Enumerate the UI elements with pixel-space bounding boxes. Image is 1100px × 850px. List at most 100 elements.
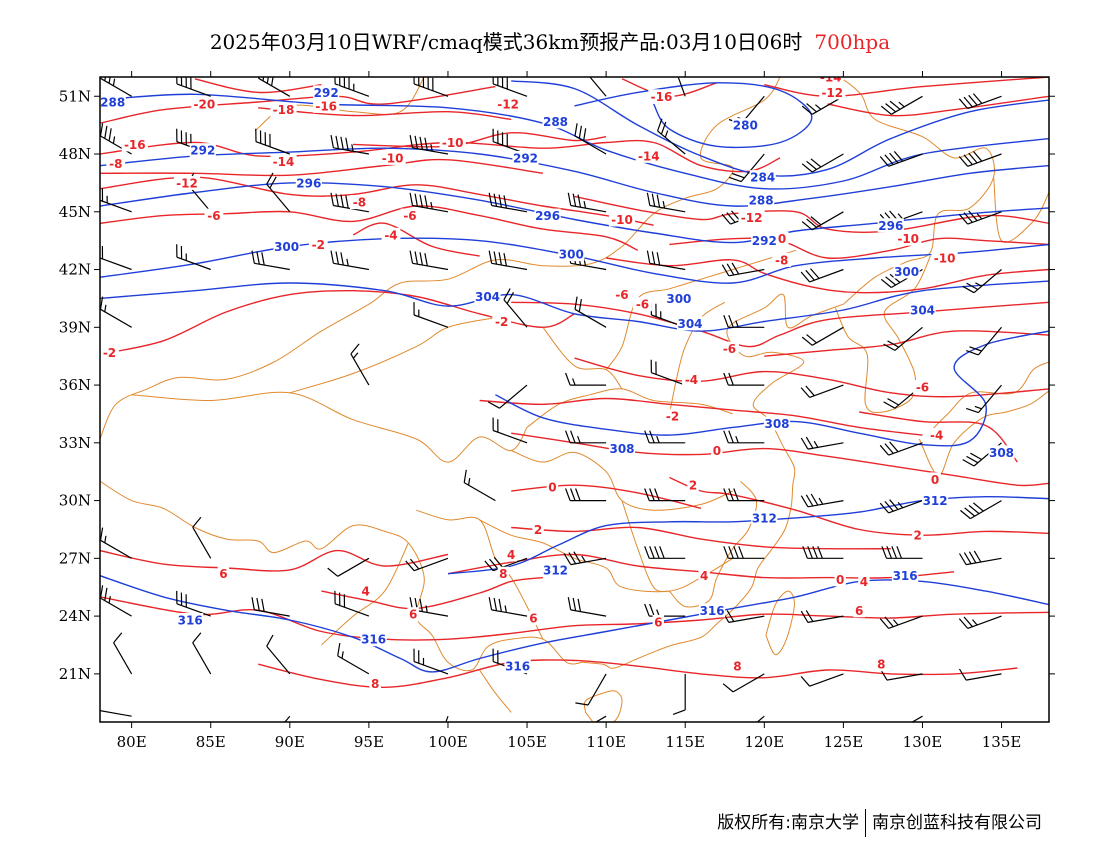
wind-barb	[575, 673, 607, 706]
contour-label: 8	[877, 658, 885, 672]
label-background	[731, 659, 744, 674]
label-background	[400, 208, 420, 223]
contour-label: 312	[543, 563, 568, 577]
contour-label: -10	[897, 232, 919, 246]
wind-barb	[802, 546, 844, 559]
contour-label: 316	[361, 633, 386, 647]
contour-label: 2	[914, 529, 922, 543]
wind-barb	[330, 134, 370, 155]
label-background	[189, 143, 216, 158]
wind-barb	[192, 632, 212, 675]
contour-label: 288	[749, 194, 774, 208]
wind-barb	[413, 648, 449, 675]
wind-barb	[801, 211, 844, 231]
wind-barb	[880, 95, 923, 115]
label-background	[922, 493, 949, 508]
boundary-south-border	[100, 480, 583, 672]
title-text: 2025年03月10日WRF/cmaq模式36km预报产品:03月10日06时	[209, 30, 803, 54]
wind-barb	[284, 715, 291, 722]
label-background	[497, 566, 509, 581]
label-background	[895, 231, 922, 246]
label-background	[893, 264, 920, 279]
label-background	[546, 480, 559, 495]
wind-barb	[723, 430, 765, 444]
contour-label: 292	[513, 151, 538, 165]
label-background	[834, 572, 846, 587]
x-tick-label: 130E	[903, 733, 943, 751]
wind-barb	[100, 585, 132, 617]
label-background	[191, 97, 218, 111]
wind-barb	[565, 430, 607, 444]
boundary-coast	[582, 293, 844, 669]
wind-barb	[251, 597, 290, 617]
label-background	[819, 85, 846, 100]
contour-label: -6	[207, 209, 220, 223]
wind-barb	[492, 77, 528, 97]
footer-separator	[865, 809, 866, 837]
contour-label: 300	[559, 248, 584, 262]
label-background	[817, 77, 844, 84]
contour-label: 288	[100, 96, 125, 110]
contour-label: 6	[855, 604, 863, 618]
label-background	[720, 341, 739, 356]
temperature-contour	[764, 77, 1049, 98]
label-background	[381, 227, 401, 242]
temperature-contour	[859, 411, 1018, 463]
temperature-contour	[574, 357, 1049, 398]
axes: 80E 85E 90E 95E 100E 105E 110E 115E 120E 125E 130E…	[59, 71, 1055, 751]
wind-barb	[409, 192, 449, 213]
wind-barb	[337, 643, 370, 675]
wind-barb	[958, 668, 1002, 681]
wind-barb	[958, 615, 1002, 629]
wind-barb	[176, 244, 211, 271]
temperature-contour	[606, 257, 1049, 294]
contour-label: -2	[312, 238, 325, 252]
wind-barb	[251, 250, 290, 271]
wind-barb	[958, 151, 1002, 167]
y-tick-label: 21N	[59, 665, 91, 683]
label-background	[505, 547, 517, 562]
wind-barb	[503, 288, 528, 328]
wind-barb	[646, 192, 686, 213]
contour-label: 316	[700, 604, 725, 618]
temperature-contour	[669, 476, 1049, 536]
temperature-contour	[479, 397, 923, 436]
label-background	[608, 441, 636, 456]
wind-barb	[881, 546, 923, 559]
boundary-province-4	[479, 519, 733, 593]
contour-label: 308	[609, 442, 634, 456]
height-contour	[100, 147, 1049, 207]
contour-label: 288	[543, 115, 568, 129]
contour-label: -12	[741, 211, 763, 225]
boundary-hainan	[583, 690, 623, 722]
label-background	[121, 137, 148, 152]
label-background	[763, 416, 791, 431]
wind-barb	[756, 715, 765, 722]
label-background	[100, 95, 126, 109]
wind-barb	[723, 372, 765, 386]
contour-label: 308	[764, 417, 789, 431]
wind-barb	[966, 326, 1002, 356]
boundary-province-8	[605, 249, 797, 370]
contour-label: -6	[615, 288, 628, 302]
wind-barb	[883, 326, 923, 351]
contour-label: 0	[836, 573, 844, 587]
contour-label: 2	[689, 479, 697, 493]
label-background	[270, 102, 297, 117]
label-background	[527, 611, 540, 625]
contour-label: 300	[666, 292, 691, 306]
wind-barb	[594, 715, 607, 722]
wind-barb	[644, 430, 686, 444]
label-background	[204, 208, 224, 223]
chart-title: 2025年03月10日WRF/cmaq模式36km预报产品:03月10日06时 7…	[0, 26, 1100, 55]
contour-label: 296	[535, 209, 560, 223]
temperature-contour	[764, 330, 1049, 357]
label-background	[913, 380, 932, 394]
wind-barb	[911, 715, 923, 722]
wind-barb	[266, 634, 291, 675]
label-background	[751, 233, 778, 248]
wind-barb	[409, 134, 449, 155]
contour-label: 6	[654, 615, 662, 629]
wind-barb	[100, 710, 132, 717]
